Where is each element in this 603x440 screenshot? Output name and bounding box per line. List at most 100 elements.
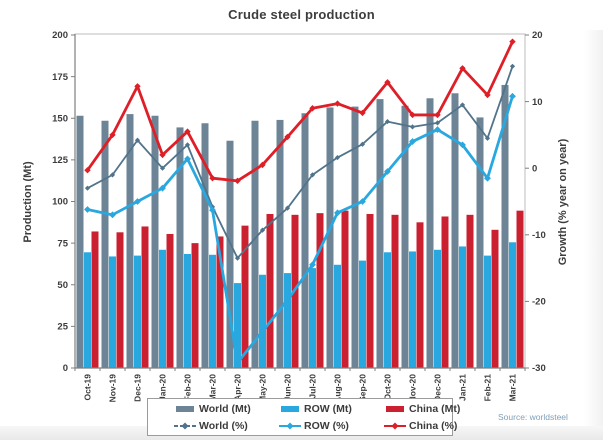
svg-text:Mar-21: Mar-21	[508, 374, 518, 402]
bar-rowmt-Nov-20	[409, 251, 416, 368]
svg-text:Jan-20: Jan-20	[158, 374, 168, 401]
bar-worldmt-Sep-20	[351, 106, 359, 368]
bar-worldmt-Mar-21	[501, 84, 509, 368]
svg-text:-20: -20	[532, 297, 546, 308]
legend-swatch-icon	[176, 405, 194, 412]
source-note: Source: worldsteel	[498, 412, 568, 422]
svg-text:25: 25	[57, 322, 68, 333]
svg-text:20: 20	[532, 30, 543, 41]
bar-chinamt-Dec-20	[441, 216, 449, 368]
svg-text:Nov-19: Nov-19	[108, 374, 118, 403]
bar-rowmt-Sep-20	[359, 260, 366, 368]
bar-worldmt-Jan-21	[451, 93, 459, 369]
bar-worldmt-Mar-20	[201, 123, 209, 369]
legend-item-china: China (%)	[384, 420, 480, 432]
legend-item-row-mt: ROW (Mt)	[279, 403, 384, 415]
legend-item-row: ROW (%)	[279, 420, 384, 432]
svg-text:-10: -10	[532, 230, 546, 241]
bar-chinamt-Mar-21	[516, 210, 524, 368]
svg-text:200: 200	[52, 30, 68, 41]
svg-text:-30: -30	[532, 363, 546, 374]
svg-text:Sep-20: Sep-20	[358, 374, 368, 402]
bar-chinamt-Mar-20	[216, 236, 224, 368]
bar-chinamt-Nov-19	[116, 232, 124, 368]
bar-chinamt-Aug-20	[341, 210, 349, 368]
bar-rowmt-Jan-20	[159, 249, 166, 368]
svg-text:125: 125	[52, 155, 69, 166]
bar-chinamt-Nov-20	[416, 222, 424, 368]
bar-worldmt-Dec-19	[126, 114, 134, 369]
bar-chinamt-Sep-20	[366, 213, 374, 368]
bar-rowmt-Mar-20	[209, 254, 216, 368]
svg-text:May-20: May-20	[258, 374, 268, 403]
bar-worldmt-Apr-20	[226, 140, 234, 368]
svg-text:Mar-20: Mar-20	[208, 374, 218, 402]
bar-rowmt-Nov-19	[109, 256, 116, 368]
svg-text:Oct-20: Oct-20	[383, 374, 393, 401]
svg-text:Nov-20: Nov-20	[408, 374, 418, 403]
legend-item-china-mt: China (Mt)	[384, 403, 480, 415]
svg-text:0: 0	[63, 363, 68, 374]
svg-text:175: 175	[52, 72, 69, 83]
bar-worldmt-Oct-19	[76, 115, 84, 368]
bar-chinamt-Feb-20	[191, 243, 199, 368]
bar-rowmt-Jan-21	[459, 246, 466, 368]
bar-chinamt-Apr-20	[241, 225, 249, 368]
right-axis-title: Growth (% year on year)	[557, 138, 569, 266]
legend-item-world-mt: World (Mt)	[174, 403, 279, 415]
bar-chinamt-Jan-21	[466, 214, 474, 368]
bar-chinamt-Jan-20	[166, 233, 174, 368]
legend-swatch-icon	[281, 405, 299, 412]
svg-text:100: 100	[52, 197, 68, 208]
bar-chinamt-May-20	[266, 213, 274, 368]
legend-label: ROW (%)	[304, 419, 349, 432]
legend-swatch-icon	[386, 405, 404, 412]
bar-rowmt-May-20	[259, 274, 266, 368]
bar-chinamt-Oct-19	[91, 231, 99, 368]
bar-worldmt-Feb-20	[176, 127, 184, 368]
svg-text:Aug-20: Aug-20	[333, 374, 343, 403]
svg-text:0: 0	[532, 163, 537, 174]
bar-worldmt-Jun-20	[276, 119, 284, 368]
bar-rowmt-Feb-20	[184, 253, 191, 368]
legend-label: China (Mt)	[409, 402, 461, 415]
bar-rowmt-Apr-20	[234, 283, 241, 368]
bar-rowmt-Oct-20	[384, 252, 391, 368]
chart-legend: World (Mt) ROW (Mt) China (Mt) World (%) ROW…	[147, 398, 460, 436]
legend-label: ROW (Mt)	[304, 402, 352, 415]
bar-worldmt-Feb-21	[476, 117, 484, 368]
svg-text:Dec-19: Dec-19	[133, 374, 143, 402]
svg-text:Jun-20: Jun-20	[283, 374, 293, 402]
svg-text:50: 50	[57, 280, 68, 291]
bar-worldmt-Jan-20	[151, 115, 159, 368]
bar-chinamt-Feb-21	[491, 229, 499, 368]
page-right-strip	[584, 30, 603, 426]
bar-rowmt-Feb-21	[484, 255, 491, 368]
svg-text:10: 10	[532, 97, 543, 108]
bar-rowmt-Jun-20	[284, 273, 291, 368]
bar-worldmt-Jul-20	[301, 113, 309, 368]
left-axis-title: Production (Mt)	[22, 161, 34, 243]
bar-rowmt-Oct-19	[84, 252, 91, 368]
svg-text:Feb-21: Feb-21	[483, 374, 493, 402]
legend-line-icon	[174, 422, 196, 429]
svg-text:Dec-20: Dec-20	[433, 374, 443, 402]
svg-text:150: 150	[52, 113, 68, 124]
legend-label: World (%)	[199, 419, 248, 432]
bar-chinamt-Dec-19	[141, 226, 149, 368]
bar-rowmt-Jul-20	[309, 268, 316, 368]
svg-text:75: 75	[57, 238, 68, 249]
bar-rowmt-Dec-19	[134, 255, 141, 368]
svg-text:Jul-20: Jul-20	[308, 374, 318, 399]
legend-label: World (Mt)	[199, 402, 251, 415]
bar-worldmt-May-20	[251, 120, 259, 368]
bar-rowmt-Aug-20	[334, 264, 341, 368]
legend-line-icon	[384, 422, 406, 429]
bar-worldmt-Aug-20	[326, 107, 334, 369]
legend-item-world: World (%)	[174, 420, 279, 432]
bar-rowmt-Dec-20	[434, 249, 441, 368]
chart-title: Crude steel production	[228, 7, 375, 22]
bar-chinamt-Jul-20	[316, 213, 324, 368]
